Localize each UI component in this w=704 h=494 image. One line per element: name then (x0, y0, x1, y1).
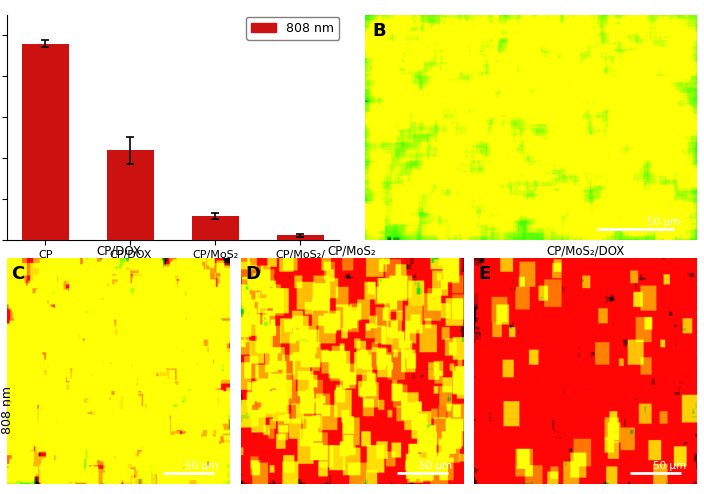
Text: 808 nm: 808 nm (1, 386, 13, 434)
Text: C: C (11, 265, 25, 283)
Text: 50 μm: 50 μm (419, 460, 452, 471)
Bar (277, 235, 324, 241)
Title: CP/MoS₂: CP/MoS₂ (327, 245, 377, 257)
Text: 50 μm: 50 μm (185, 460, 218, 471)
Title: CP/MoS₂/DOX: CP/MoS₂/DOX (546, 245, 625, 257)
Bar (107, 150, 153, 241)
Bar (192, 216, 239, 241)
Text: D: D (245, 265, 260, 283)
Text: E: E (479, 265, 491, 283)
Bar (22, 43, 69, 241)
Legend: 808 nm: 808 nm (246, 17, 339, 40)
Text: 50 μm: 50 μm (653, 460, 686, 471)
Text: 50 μm: 50 μm (647, 217, 680, 227)
Title: CP/DOX: CP/DOX (96, 245, 141, 257)
Text: B: B (372, 22, 386, 40)
